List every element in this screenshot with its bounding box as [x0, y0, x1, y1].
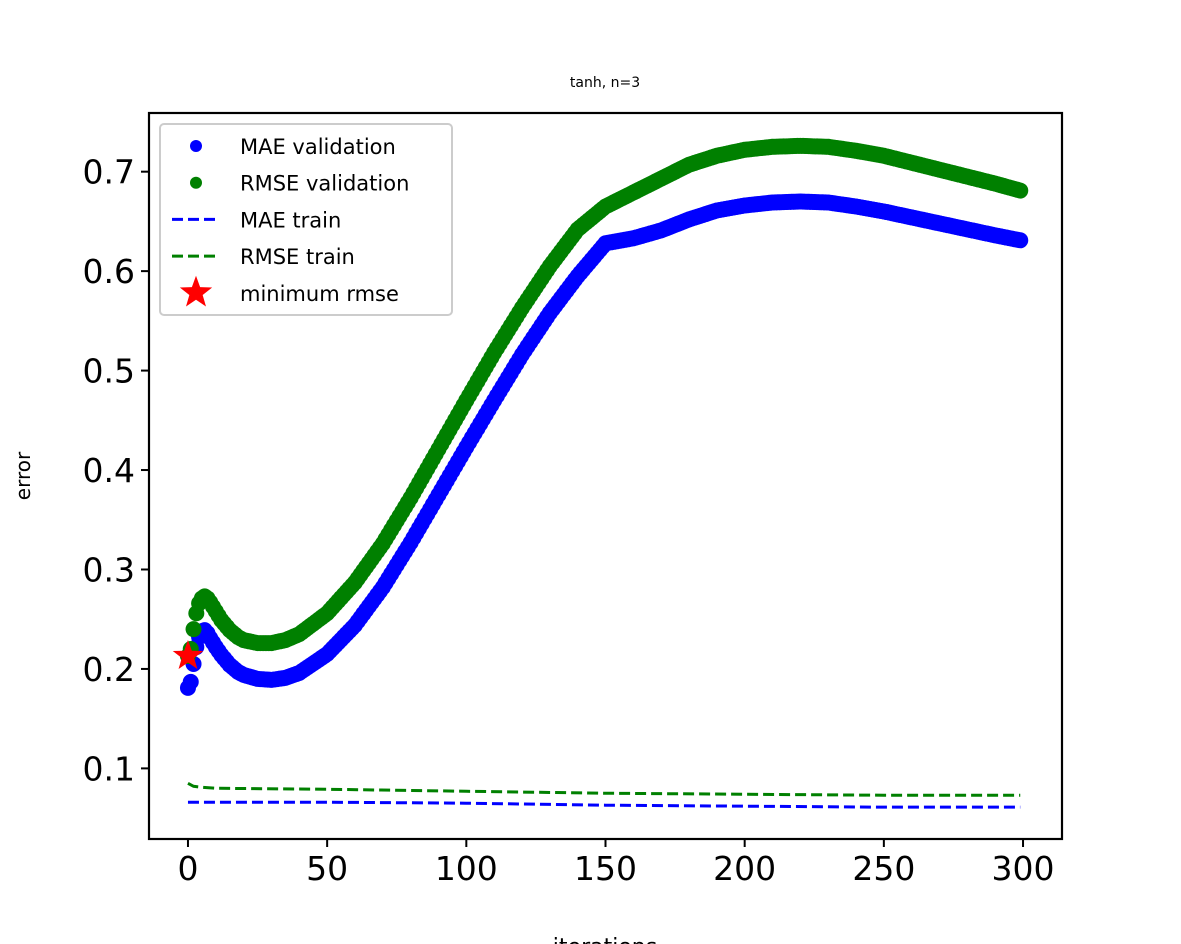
series-mae-train: [187, 800, 1021, 809]
y-tick-label: 0.2: [83, 650, 135, 689]
data-point: [1012, 182, 1029, 199]
plot-content: [172, 137, 1029, 809]
legend-label: RMSE validation: [240, 172, 409, 196]
data-point: [182, 673, 199, 690]
y-axis-label: error: [11, 451, 35, 500]
x-tick-label: 100: [435, 849, 498, 888]
legend-item: MAE train: [172, 208, 341, 232]
x-tick-label: 50: [306, 849, 348, 888]
y-axis-ticks: 0.1 0.2 0.3 0.4 0.5 0.6 0.7: [83, 153, 149, 788]
legend-box: [159, 123, 453, 316]
x-axis-ticks: 0 50 100 150 200 250 300: [177, 839, 1055, 888]
x-tick-label: 150: [574, 849, 637, 888]
data-point: [185, 621, 202, 638]
series-mae-validation: [179, 193, 1029, 696]
y-tick-label: 0.7: [83, 153, 135, 192]
y-tick-label: 0.6: [83, 252, 135, 291]
legend-item: minimum rmse: [179, 275, 399, 307]
legend-item: RMSE train: [172, 245, 355, 269]
x-tick-label: 250: [852, 849, 915, 888]
legend-label: MAE validation: [240, 135, 396, 159]
legend-item: MAE validation: [190, 135, 396, 159]
legend: MAE validation RMSE validation MAE train RM…: [159, 123, 453, 316]
series-line: [187, 781, 1021, 797]
x-tick-label: 200: [713, 849, 776, 888]
series-line: [187, 800, 1021, 809]
legend-item: RMSE validation: [190, 172, 409, 196]
legend-star-icon: [179, 275, 213, 307]
legend-label: minimum rmse: [240, 282, 399, 306]
y-tick-label: 0.1: [83, 749, 135, 788]
minimum-rmse-star: [172, 640, 204, 669]
series-rmse-train: [187, 781, 1021, 797]
y-tick-label: 0.4: [83, 451, 135, 490]
x-tick-label: 0: [177, 849, 198, 888]
y-tick-label: 0.5: [83, 352, 135, 391]
series-rmse-validation: [179, 137, 1029, 665]
legend-label: MAE train: [240, 208, 341, 232]
chart-title: tanh, n=3: [570, 75, 640, 91]
y-tick-label: 0.3: [83, 550, 135, 589]
data-point: [1012, 232, 1029, 249]
legend-label: RMSE train: [240, 245, 355, 269]
x-axis-label: iterations: [553, 935, 657, 944]
legend-dot-icon: [190, 140, 202, 152]
x-tick-label: 300: [992, 849, 1055, 888]
legend-dot-icon: [190, 176, 202, 189]
